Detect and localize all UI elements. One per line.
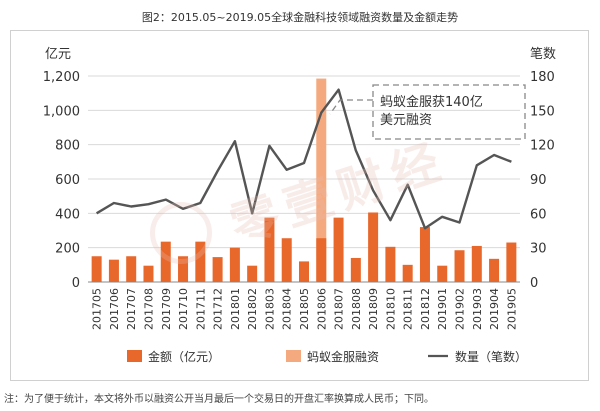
chart-frame	[10, 30, 589, 381]
right-tick-label: 30	[530, 242, 547, 257]
x-tick-label: 201804	[281, 288, 294, 330]
bar-amount	[195, 241, 206, 282]
x-tick-label: 201811	[402, 288, 415, 330]
x-tick-label: 201706	[108, 288, 121, 330]
bar-amount	[212, 257, 223, 282]
right-axis-ticks: 0 30 60 90 120 150 180	[530, 70, 555, 291]
annotation-text-line2: 美元融资	[380, 113, 432, 128]
annotation-box	[372, 84, 526, 140]
right-tick-label: 0	[530, 276, 538, 291]
legend-label-count: 数量（笔数）	[455, 349, 527, 364]
x-tick-label: 201709	[160, 288, 173, 330]
bar-amount	[333, 217, 344, 282]
bar-amount	[91, 256, 102, 282]
bar-series	[91, 78, 517, 282]
bar-amount	[506, 242, 517, 282]
x-tick-label: 201803	[263, 288, 276, 330]
bar-amount	[264, 217, 275, 282]
footnote: 注：为了便于统计，本文将外币以融资公开当月最后一个交易日的开盘汇率换算成人民币；…	[4, 394, 434, 405]
line-series	[95, 88, 512, 230]
right-axis-title: 笔数	[530, 46, 556, 62]
x-tick-label: 201902	[454, 288, 467, 330]
right-tick-label: 180	[530, 70, 555, 85]
x-tick-label: 201802	[246, 288, 259, 330]
bar-amount	[126, 256, 137, 282]
left-tick-label: 800	[55, 139, 80, 154]
right-tick-label: 120	[530, 139, 555, 154]
x-tick-label: 201801	[229, 288, 242, 330]
x-tick-label: 201710	[177, 288, 190, 330]
bar-amount	[419, 227, 430, 282]
bar-amount	[281, 238, 292, 282]
bar-amount	[454, 250, 465, 282]
annotation-pointer	[329, 99, 373, 115]
bar-amount	[368, 212, 379, 282]
x-tick-label: 201905	[505, 288, 518, 330]
bar-amount	[178, 256, 189, 282]
legend-label-ant: 蚂蚁金服融资	[307, 349, 379, 364]
legend: 金额（亿元） 蚂蚁金服融资 数量（笔数）	[127, 349, 527, 364]
x-tick-label: 201901	[436, 288, 449, 330]
left-tick-label: 1,000	[43, 104, 80, 119]
x-tick-label: 201711	[194, 288, 207, 330]
right-tick-label: 90	[530, 173, 547, 188]
bar-amount	[247, 265, 258, 282]
bar-amount	[229, 247, 240, 282]
x-tick-label: 201708	[142, 288, 155, 330]
x-tick-label: 201805	[298, 288, 311, 330]
x-tick-label: 201806	[315, 288, 328, 330]
legend-label-amount: 金额（亿元）	[148, 349, 220, 364]
bar-amount	[299, 261, 309, 282]
left-tick-label: 200	[55, 242, 80, 257]
count-line	[95, 88, 512, 230]
bar-ant-financial	[316, 78, 327, 282]
bar-amount	[385, 246, 396, 282]
left-axis-title: 亿元	[45, 47, 71, 62]
bar-amount	[350, 257, 361, 282]
bar-amount	[489, 258, 500, 282]
x-tick-label: 201903	[471, 288, 484, 330]
x-axis-labels: 201705 201706 201707 201708 201709 201710 2017…	[91, 288, 519, 330]
left-tick-label: 1,200	[43, 70, 80, 85]
x-tick-label: 201812	[419, 288, 432, 330]
annotation: 蚂蚁金服获140亿 美元融资	[329, 84, 526, 140]
bar-amount	[437, 265, 448, 282]
bar-amount	[143, 265, 154, 282]
x-tick-label: 201807	[333, 288, 346, 330]
left-axis-ticks: 0 200 400 600 800 1,000 1,200	[43, 70, 80, 291]
chart-title: 图2：2015.05~2019.05全球金融科技领域融资数量及金额走势	[141, 11, 459, 24]
annotation-text-line1: 蚂蚁金服获140亿	[380, 94, 483, 110]
chart-svg: 0 200 400 600 800 1,000 1,200 0 30 60 90 120 150 180…	[43, 46, 556, 364]
bar-amount	[471, 245, 482, 282]
gridlines	[88, 75, 520, 283]
right-tick-label: 150	[530, 104, 555, 119]
x-tick-label: 201808	[350, 288, 363, 330]
x-tick-label: 201712	[212, 288, 225, 330]
x-tick-label: 201904	[488, 288, 501, 330]
legend-swatch-ant	[286, 350, 301, 362]
right-tick-label: 60	[530, 207, 547, 222]
left-tick-label: 600	[55, 173, 80, 188]
left-tick-label: 0	[72, 276, 80, 291]
bar-amount	[108, 259, 119, 282]
x-tick-label: 201705	[91, 288, 104, 330]
left-tick-label: 400	[55, 207, 80, 222]
x-tick-label: 201810	[384, 288, 397, 330]
bar-amount	[160, 241, 171, 282]
bar-amount	[316, 238, 327, 282]
bar-amount	[402, 264, 413, 282]
legend-swatch-amount	[127, 350, 142, 362]
x-tick-label: 201707	[125, 288, 138, 330]
x-tick-label: 201809	[367, 288, 380, 330]
